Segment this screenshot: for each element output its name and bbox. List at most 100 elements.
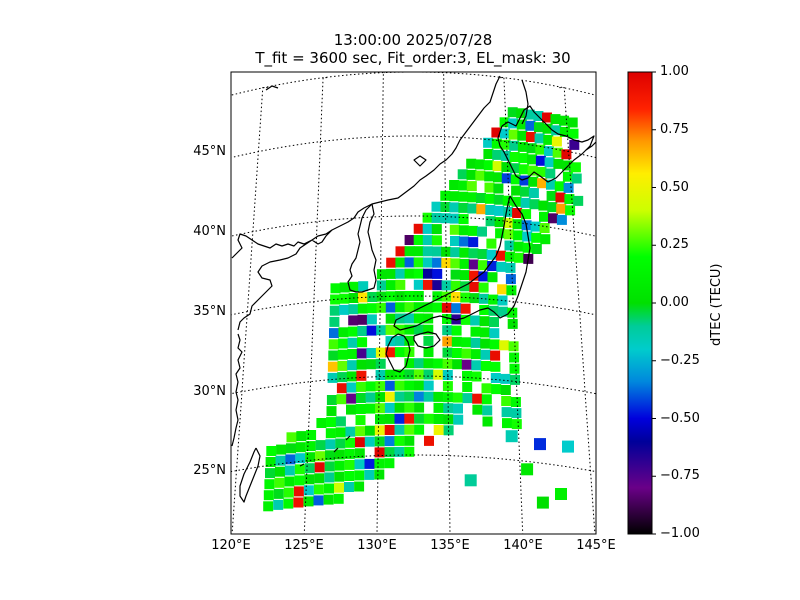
dtec-cell	[562, 160, 573, 171]
dtec-cell	[509, 152, 520, 162]
dtec-cell	[452, 359, 463, 370]
dtec-cell	[553, 158, 564, 169]
dtec-cell	[493, 194, 504, 205]
dtec-cell	[459, 236, 470, 247]
dtec-cell	[500, 128, 510, 139]
parallel-45	[231, 135, 596, 159]
dtec-cell	[385, 291, 396, 302]
dtec-cell	[481, 394, 492, 405]
dtec-cell	[283, 487, 294, 498]
dtec-cell	[375, 414, 385, 425]
colorbar-tick-label: 1.00	[660, 64, 689, 79]
dtec-cell	[442, 381, 453, 392]
dtec-cell	[477, 260, 488, 271]
dtec-cell	[497, 306, 508, 317]
colorbar-tick-label: 0.75	[660, 122, 689, 137]
lat-label: 25°N	[193, 463, 226, 478]
dtec-cell	[404, 369, 415, 380]
dtec-cell	[441, 291, 452, 302]
dtec-cell	[374, 436, 385, 447]
coast-shikoku	[413, 331, 441, 349]
dtec-cell	[443, 392, 454, 403]
dtec-cell	[375, 347, 386, 358]
dtec-cell	[358, 281, 369, 292]
dtec-cell	[468, 248, 479, 259]
dtec-cell	[470, 337, 481, 348]
dtec-cell	[450, 280, 461, 291]
dtec-cell	[485, 205, 496, 215]
colorbar-tick-label: 0.50	[660, 180, 689, 195]
dtec-cell	[384, 402, 395, 413]
dtec-cell	[459, 258, 470, 269]
dtec-cell	[395, 268, 406, 279]
dtec-cell	[470, 326, 481, 337]
dtec-cell	[334, 460, 345, 471]
dtec-cell	[482, 405, 493, 416]
dtec-cell	[413, 268, 424, 279]
dtec-cell	[477, 226, 487, 237]
dtec-cell	[468, 237, 479, 248]
dtec-cell	[366, 348, 377, 358]
dtec-cell	[521, 209, 532, 220]
dtec-cell	[478, 271, 489, 282]
dtec-cell	[500, 373, 511, 384]
dtec-cell	[284, 465, 295, 476]
dtec-cell	[490, 373, 501, 383]
dtec-cell	[487, 261, 498, 271]
dtec-cell	[552, 147, 563, 158]
dtec-cell	[395, 291, 406, 302]
dtec-cell	[375, 392, 386, 403]
dtec-cell	[511, 196, 522, 207]
parallel-30	[231, 375, 596, 395]
dtec-cell	[313, 495, 324, 506]
dtec-cell	[414, 391, 424, 402]
dtec-cell	[542, 123, 553, 134]
dtec-cell	[544, 157, 555, 168]
dtec-cell	[534, 133, 545, 144]
dtec-cell	[528, 176, 539, 187]
dtec-cell	[304, 474, 315, 485]
dtec-cell	[303, 496, 314, 507]
dtec-cell	[450, 258, 461, 269]
dtec-cell	[535, 155, 546, 166]
dtec-cell	[285, 454, 296, 465]
dtec-cell	[329, 305, 340, 316]
dtec-cell	[344, 448, 355, 459]
dtec-cell	[294, 475, 305, 486]
parallel-50	[231, 72, 596, 96]
dtec-cell	[469, 293, 480, 304]
dtec-cell	[325, 428, 336, 439]
dtec-cell	[375, 358, 386, 369]
dtec-cell	[385, 380, 396, 391]
dtec-cell	[413, 223, 424, 234]
dtec-cell	[487, 272, 498, 283]
dtec-cell	[459, 270, 470, 281]
dtec-cell	[293, 486, 304, 497]
dtec-cell	[423, 380, 434, 391]
dtec-cell	[497, 284, 508, 295]
dtec-cell	[431, 235, 442, 246]
dtec-cell	[385, 347, 396, 358]
dtec-cell	[432, 268, 443, 279]
dtec-cell	[432, 280, 443, 291]
dtec-cell	[450, 269, 461, 280]
dtec-cell	[442, 336, 453, 347]
dtec-cell	[404, 413, 415, 424]
dtec-cell	[432, 302, 443, 313]
dtec-cell	[404, 435, 415, 446]
dtec-cell	[477, 249, 488, 259]
lat-label: 45°N	[193, 144, 226, 159]
dtec-cell	[413, 324, 424, 335]
dtec-cell	[512, 208, 523, 218]
dtec-cell	[490, 361, 501, 372]
dtec-cell	[524, 109, 535, 120]
dtec-cell	[491, 127, 502, 138]
dtec-cell	[500, 385, 511, 395]
dtec-cell	[265, 457, 276, 467]
dtec-cell	[394, 347, 405, 358]
lon-label: 125°E	[284, 538, 324, 553]
dtec-cell	[433, 369, 444, 380]
dtec-cell	[414, 413, 425, 424]
dtec-cell	[357, 314, 368, 325]
dtec-cell	[305, 452, 316, 463]
